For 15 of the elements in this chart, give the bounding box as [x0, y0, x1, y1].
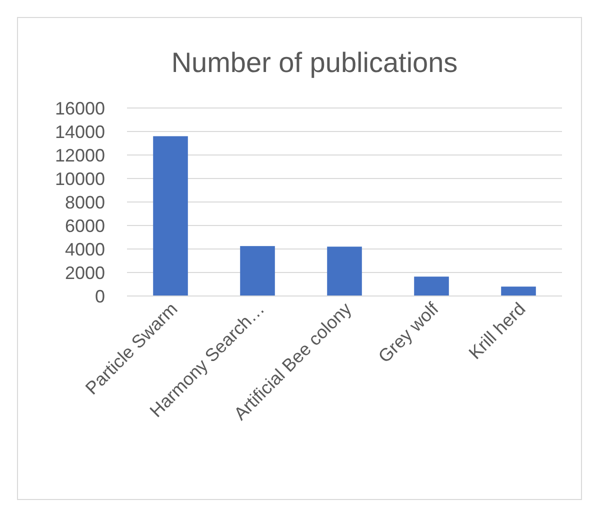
- y-tick-label: 14000: [54, 122, 105, 142]
- bar: [327, 246, 362, 296]
- bar: [414, 276, 449, 296]
- chart-title: Number of publications: [171, 47, 458, 78]
- bar: [501, 286, 536, 296]
- bar: [153, 136, 188, 296]
- y-tick-label: 10000: [54, 168, 105, 189]
- y-tick-label: 12000: [54, 145, 105, 166]
- y-tick-label: 6000: [64, 216, 105, 236]
- y-tick-label: 16000: [54, 98, 105, 118]
- y-tick-label: 8000: [64, 192, 105, 212]
- y-tick-label: 2000: [64, 262, 105, 283]
- y-tick-label: 4000: [64, 239, 105, 260]
- y-tick-label: 0: [94, 286, 105, 306]
- bar: [240, 246, 275, 296]
